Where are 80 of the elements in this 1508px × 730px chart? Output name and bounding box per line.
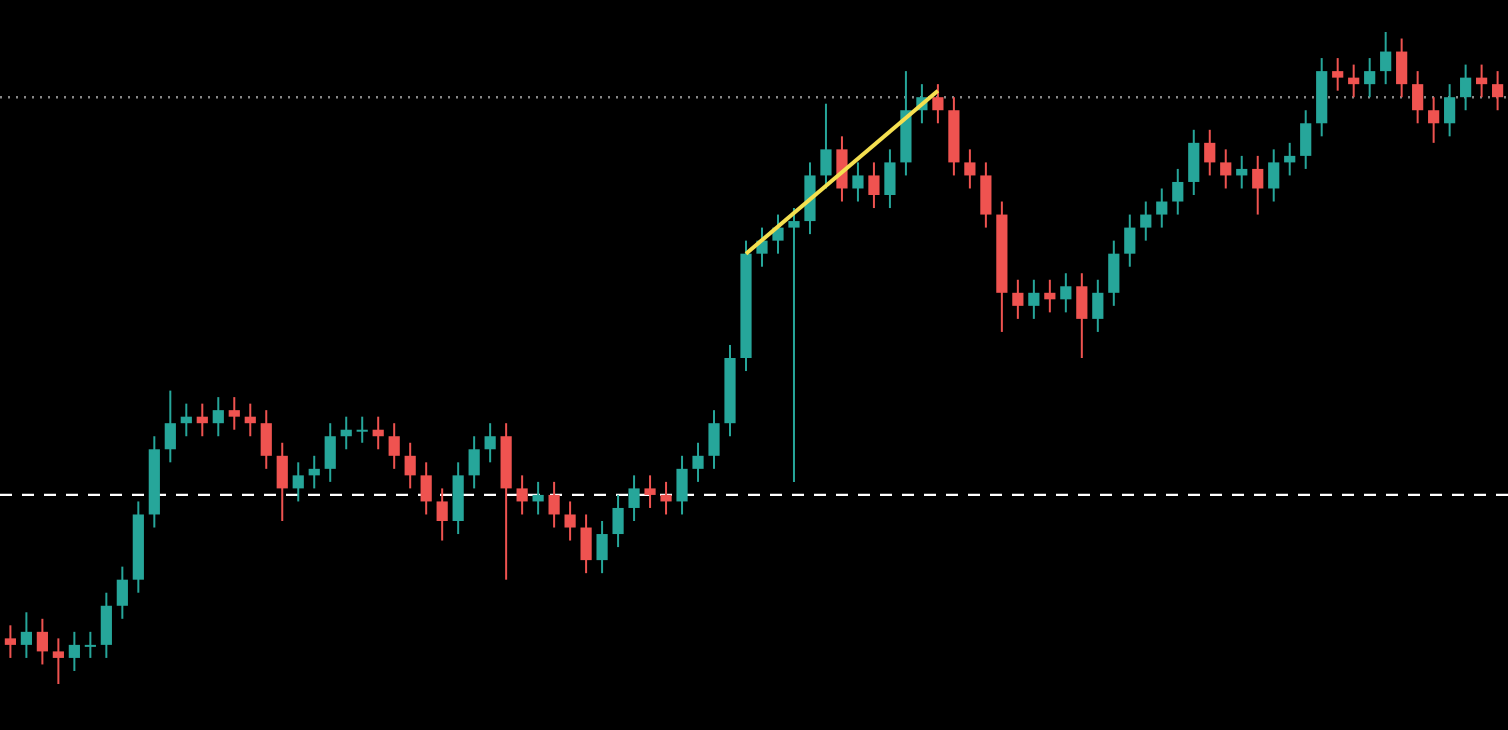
candlestick <box>660 480 672 516</box>
candlestick <box>564 500 576 542</box>
candlestick <box>1252 154 1264 216</box>
candlestick <box>404 441 416 490</box>
candlestick <box>1492 70 1504 112</box>
candlestick <box>452 461 464 536</box>
candlestick <box>628 474 640 522</box>
candlestick <box>1204 128 1216 177</box>
candlestick <box>1380 31 1392 86</box>
candlestick <box>68 630 80 672</box>
candlestick <box>388 422 400 470</box>
candlestick <box>1092 278 1104 333</box>
candlestick <box>292 461 304 503</box>
candlestick <box>1188 128 1200 196</box>
candlestick <box>52 637 64 685</box>
candlestick <box>260 409 272 470</box>
candlestick <box>244 402 256 438</box>
candlestick <box>596 520 608 575</box>
candlestick <box>1268 148 1280 203</box>
candlestick <box>1140 200 1152 242</box>
candlestick <box>516 474 528 516</box>
candlestick <box>324 422 336 483</box>
candlestick <box>436 487 448 542</box>
candlestick <box>868 161 880 210</box>
candlestick <box>1236 154 1248 190</box>
candlestick <box>612 493 624 549</box>
candlestick <box>1060 272 1072 314</box>
candlestick <box>1412 70 1424 125</box>
candlestick <box>1284 141 1296 177</box>
candlestick <box>1012 278 1024 320</box>
candlestick <box>4 624 16 659</box>
candlestick <box>1348 63 1360 99</box>
candlestick <box>804 161 816 236</box>
candlestick <box>580 513 592 575</box>
candlestick <box>788 207 800 483</box>
candlestick <box>420 461 432 516</box>
candlestick <box>548 480 560 529</box>
candlestick <box>1124 213 1136 268</box>
candlestick <box>1108 239 1120 307</box>
candlestick <box>532 480 544 516</box>
candlestick <box>180 402 192 438</box>
candlestick <box>308 454 320 490</box>
candlestick <box>116 565 128 620</box>
candlestick <box>1044 278 1056 314</box>
candlestick <box>164 389 176 464</box>
candlestick <box>1156 187 1168 229</box>
candlestick <box>196 402 208 438</box>
candlestick <box>340 415 352 451</box>
candlestick <box>484 422 496 464</box>
candlestick <box>1076 272 1088 359</box>
candlestick <box>276 441 288 522</box>
candlestick <box>644 474 656 509</box>
candlestick <box>372 415 384 451</box>
candlestick <box>1172 167 1184 216</box>
candlestick <box>676 454 688 516</box>
candlestick <box>228 396 240 431</box>
candlestick <box>708 409 720 470</box>
candlestick <box>1220 148 1232 190</box>
candlestick <box>20 611 32 659</box>
candlestick <box>1428 96 1440 144</box>
candlestick <box>212 396 224 438</box>
candlestick <box>1028 278 1040 320</box>
candlestick <box>852 161 864 203</box>
candlestick <box>1300 109 1312 170</box>
candlestick <box>692 441 704 483</box>
candlestick <box>356 415 368 444</box>
candlestick <box>36 617 48 666</box>
candlestick <box>1364 57 1376 99</box>
candlestick <box>884 148 896 210</box>
candlestick <box>932 83 944 125</box>
candlestick <box>100 591 112 659</box>
candlestick <box>84 630 96 659</box>
candlestick <box>1476 63 1488 99</box>
candlestick <box>980 161 992 229</box>
candlestick <box>1460 63 1472 112</box>
candlestick <box>1396 37 1408 99</box>
candlestick <box>964 148 976 190</box>
candlestick <box>468 435 480 490</box>
candlestick <box>1444 83 1456 138</box>
candlestick <box>1332 57 1344 92</box>
